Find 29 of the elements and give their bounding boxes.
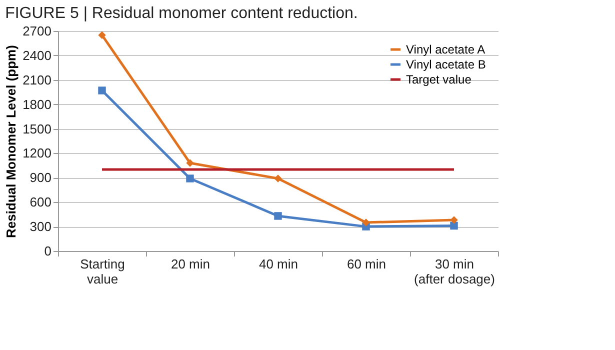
y-axis-title: Residual Monomer Level (ppm)	[4, 45, 19, 238]
x-tick-label: 40 min	[258, 256, 298, 272]
y-tick-label: 2400	[22, 48, 52, 63]
point	[186, 174, 194, 182]
x-tick-label: 60 min	[346, 256, 386, 272]
y-tick-label: 600	[30, 194, 52, 210]
point	[98, 31, 106, 39]
x-tick-label: 20 min	[170, 256, 210, 272]
point	[362, 218, 370, 226]
y-tick-label: 2100	[22, 72, 52, 88]
legend-label: Target value	[406, 72, 472, 86]
y-tick-label: 900	[30, 170, 52, 186]
legend-label: Vinyl acetate A	[406, 42, 486, 56]
legend-label: Vinyl acetate B	[406, 58, 486, 72]
y-tick-label: 1800	[22, 96, 52, 112]
point	[274, 174, 282, 182]
point	[450, 216, 458, 224]
x-tick-label: 30 min (after dosage)	[414, 256, 495, 286]
y-tick-label: 0	[44, 244, 52, 258]
x-tick-label: Starting value	[80, 256, 125, 286]
point	[186, 159, 194, 167]
chart-title: FIGURE 5 | Residual monomer content reduction.	[5, 5, 358, 22]
point	[274, 212, 282, 220]
y-tick-label: 2700	[22, 24, 52, 38]
point	[450, 222, 458, 230]
y-tick-label: 1200	[22, 146, 52, 161]
point	[98, 86, 106, 94]
y-tick-label: 300	[30, 219, 52, 234]
y-tick-label: 1500	[22, 121, 52, 136]
